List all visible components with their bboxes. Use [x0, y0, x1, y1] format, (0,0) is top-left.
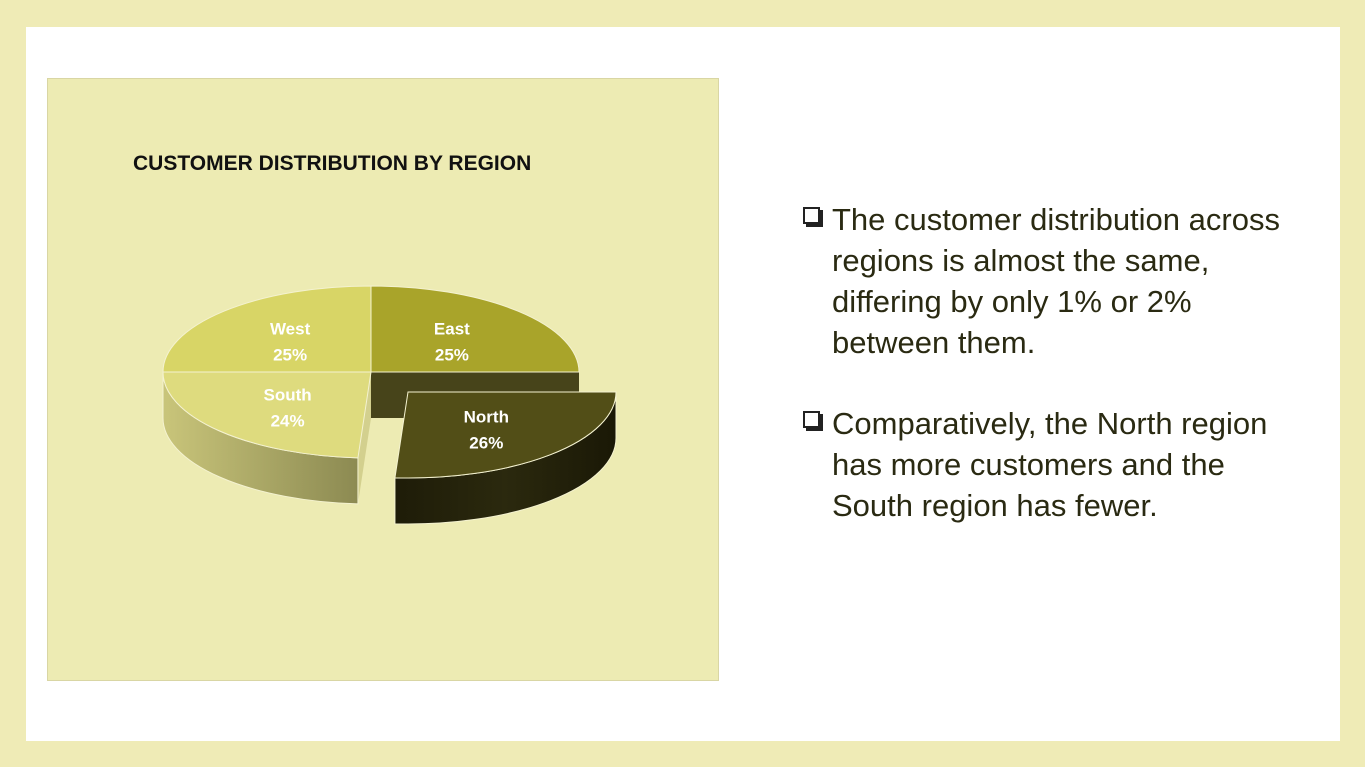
pie-slice-west	[162, 285, 372, 373]
checkbox-bullet-icon	[803, 207, 820, 224]
pie-label-value: 26%	[469, 433, 503, 452]
pie-label-category: East	[434, 320, 470, 339]
bullet-list: The customer distribution across regions…	[801, 199, 1301, 566]
bullet-item: The customer distribution across regions…	[801, 199, 1301, 363]
pie-label-value: 24%	[271, 411, 305, 430]
pie-slice-north	[394, 391, 617, 479]
bullet-text: The customer distribution across regions…	[832, 202, 1280, 360]
bullet-text: Comparatively, the North region has more…	[832, 406, 1268, 523]
bullet-item: Comparatively, the North region has more…	[801, 403, 1301, 526]
pie-label-value: 25%	[273, 346, 307, 365]
pie-slice-east	[370, 285, 580, 373]
slide: CUSTOMER DISTRIBUTION BY REGION East 25% N…	[26, 27, 1340, 741]
chart-panel: CUSTOMER DISTRIBUTION BY REGION East 25% N…	[47, 78, 719, 681]
pie-chart: East 25% North 26% South 24% West 25%	[162, 285, 617, 525]
pie-slice-south	[162, 371, 372, 459]
chart-title: CUSTOMER DISTRIBUTION BY REGION	[133, 152, 532, 175]
pie-label-value: 25%	[435, 346, 469, 365]
pie-label-category: North	[464, 407, 509, 426]
checkbox-bullet-icon	[803, 411, 820, 428]
pie-label-category: West	[270, 320, 311, 339]
pie-label-category: South	[264, 385, 312, 404]
